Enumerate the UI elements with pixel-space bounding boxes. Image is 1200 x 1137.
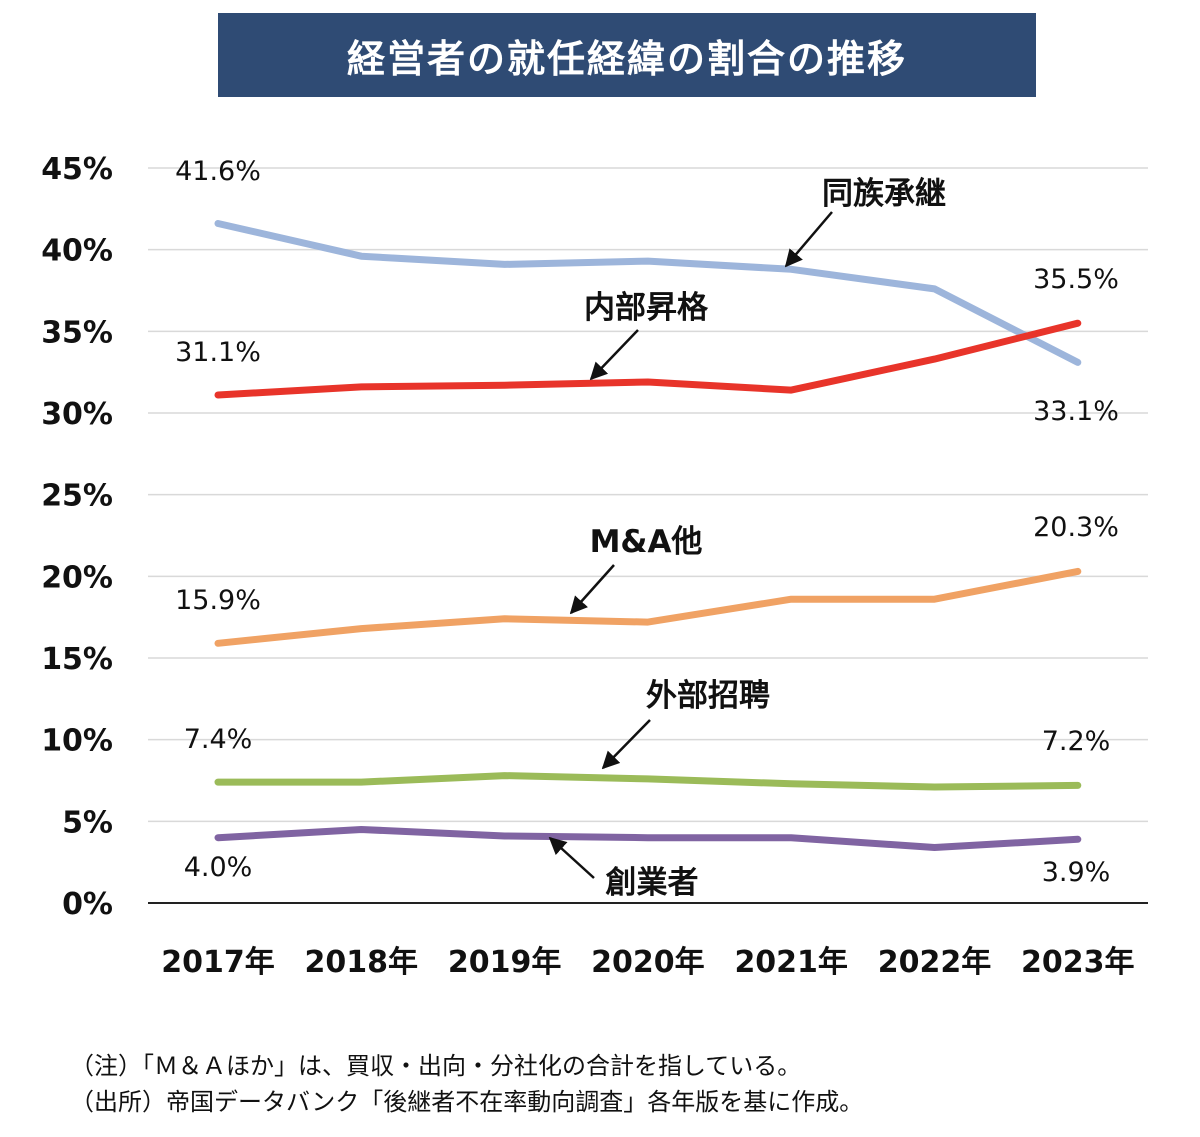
y-tick-label: 15% [41,642,113,677]
series-name-label: M&A他 [590,524,703,560]
y-tick-label: 25% [41,479,113,514]
series-line [214,567,1082,647]
data-label: 33.1% [1033,396,1119,427]
y-tick-label: 40% [41,234,113,269]
series-name-label: 同族承継 [822,176,946,212]
data-label: 3.9% [1042,857,1111,888]
x-tick-label: 2017年 [161,945,275,980]
series-line [214,220,1082,366]
x-tick-label: 2022年 [878,945,992,980]
series-line [214,319,1082,399]
series-name-label: 外部招聘 [646,678,770,714]
data-label: 7.2% [1042,726,1111,757]
y-tick-label: 35% [41,315,113,350]
callout-arrow [784,211,833,268]
chart-title: 経営者の就任経緯の割合の推移 [346,36,907,81]
x-tick-label: 2020年 [591,945,705,980]
data-label: 35.5% [1033,264,1119,295]
footnote-note: （注）「Ｍ＆Ａほか」は、買収・出向・分社化の合計を指している。 [70,1052,802,1080]
x-tick-label: 2023年 [1021,945,1135,980]
y-tick-label: 30% [41,397,113,432]
series-name-label: 内部昇格 [584,290,709,326]
data-label: 7.4% [184,724,253,755]
x-tick-label: 2019年 [448,945,562,980]
data-label: 15.9% [175,585,261,616]
callout-arrow [589,329,639,381]
callout-arrow [548,836,595,879]
y-tick-label: 10% [41,724,113,759]
series-line [214,826,1082,851]
data-label: 20.3% [1033,512,1119,543]
footnote-source: （出所）帝国データバンク「後継者不在率動向調査」各年版を基に作成。 [70,1088,864,1116]
series-name-label: 創業者 [606,865,699,901]
callout-arrow [601,719,651,770]
chart-title-banner: 経営者の就任経緯の割合の推移 [218,13,1036,97]
data-label: 41.6% [175,156,261,187]
callout-arrow [569,564,615,615]
data-label: 31.1% [175,337,261,368]
series-line [214,772,1082,791]
y-tick-label: 45% [41,152,113,187]
footnotes: （注）「Ｍ＆Ａほか」は、買収・出向・分社化の合計を指している。 （出所）帝国デー… [70,1048,863,1120]
y-tick-label: 0% [62,887,113,922]
data-label: 4.0% [184,852,253,883]
x-tick-label: 2021年 [734,945,848,980]
x-tick-label: 2018年 [305,945,419,980]
y-tick-label: 20% [41,560,113,595]
y-tick-label: 5% [62,805,113,840]
